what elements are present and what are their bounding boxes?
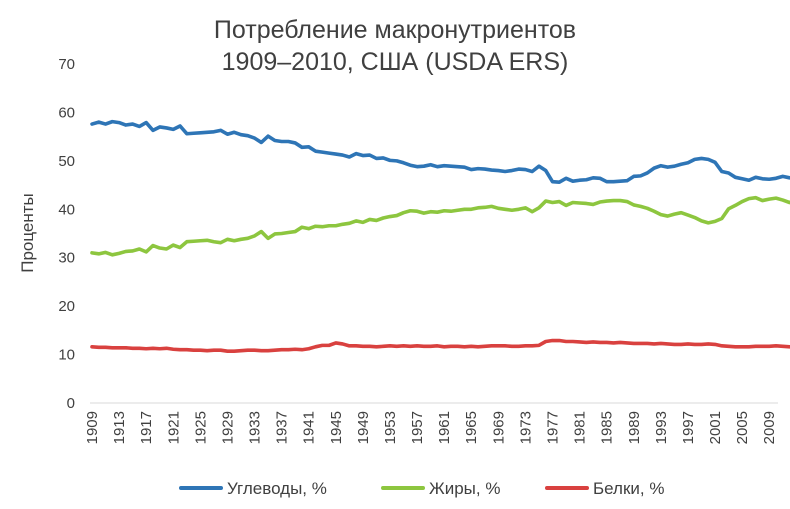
x-tick-label: 1965 [463, 411, 480, 444]
y-tick-label: 50 [58, 153, 75, 170]
y-tick-label: 10 [58, 347, 75, 364]
y-tick-label: 0 [67, 395, 75, 412]
x-tick-label: 1993 [653, 411, 670, 444]
x-tick-label: 1917 [138, 411, 155, 444]
legend-label-0: Углеводы, % [227, 479, 327, 498]
y-tick-label: 40 [58, 201, 75, 218]
x-tick-label: 2009 [761, 411, 778, 444]
y-tick-label: 60 [58, 104, 75, 121]
x-tick-label: 1921 [165, 411, 182, 444]
x-tick-label: 1969 [490, 411, 507, 444]
chart-title-line1: Потребление макронутриентов [214, 16, 576, 44]
x-tick-label: 1953 [382, 411, 399, 444]
x-tick-label: 2001 [707, 411, 724, 444]
x-tick-label: 1973 [517, 411, 534, 444]
x-tick-label: 1929 [219, 411, 236, 444]
x-tick-label: 1989 [626, 411, 643, 444]
legend-label-1: Жиры, % [429, 479, 500, 498]
x-tick-label: 1961 [436, 411, 453, 444]
x-tick-label: 1997 [680, 411, 697, 444]
x-tick-label: 2005 [734, 411, 751, 444]
x-tick-label: 1933 [247, 411, 264, 444]
y-axis-label: Проценты [18, 193, 37, 273]
x-tick-label: 1909 [84, 411, 101, 444]
x-tick-label: 1985 [599, 411, 616, 444]
x-tick-label: 1977 [545, 411, 562, 444]
x-tick-label: 1913 [111, 411, 128, 444]
legend-label-2: Белки, % [593, 479, 664, 498]
x-axis-ticks: 1909 1913 1917 1921 1925 1929 1933 1937 1941 1945… [84, 411, 778, 444]
y-tick-label: 30 [58, 250, 75, 267]
x-tick-label: 1941 [301, 411, 318, 444]
x-tick-label: 1925 [192, 411, 209, 444]
series-line-2 [90, 338, 790, 353]
x-tick-label: 1937 [274, 411, 291, 444]
x-tick-label: 1945 [328, 411, 345, 444]
chart-title-line2: 1909–2010, США (USDA ERS) [222, 48, 569, 76]
x-tick-label: 1949 [355, 411, 372, 444]
x-tick-label: 1981 [572, 411, 589, 444]
series-line-0 [90, 119, 790, 184]
series-line-1 [90, 195, 790, 257]
y-tick-label: 20 [58, 298, 75, 315]
legend: Углеводы, % Жиры, % Белки, % [179, 479, 664, 498]
series-lines [90, 119, 790, 353]
y-tick-label: 70 [58, 56, 75, 73]
x-tick-label: 1957 [409, 411, 426, 444]
y-axis-ticks: 0 10 20 30 40 50 60 70 [58, 56, 75, 412]
